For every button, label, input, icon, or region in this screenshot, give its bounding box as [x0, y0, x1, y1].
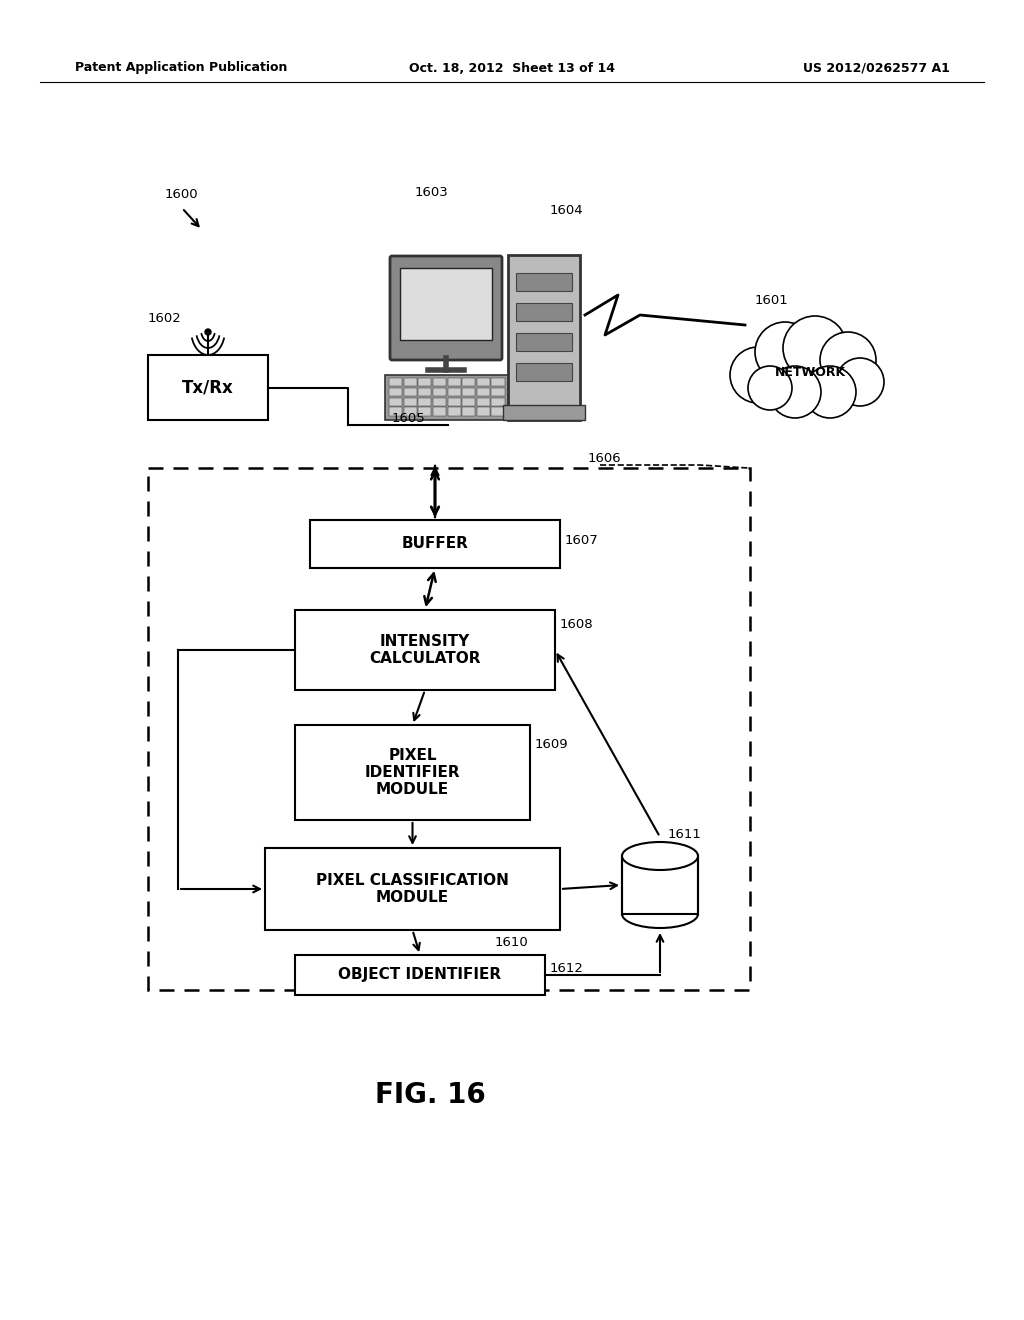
- Circle shape: [755, 322, 815, 381]
- Bar: [477, 397, 489, 405]
- Bar: [447, 408, 461, 416]
- Text: 1603: 1603: [415, 186, 449, 198]
- Bar: [516, 273, 572, 290]
- Bar: [295, 610, 555, 690]
- Text: 1611: 1611: [668, 829, 701, 842]
- Bar: [403, 388, 417, 396]
- Text: Oct. 18, 2012  Sheet 13 of 14: Oct. 18, 2012 Sheet 13 of 14: [409, 62, 615, 74]
- Text: 1612: 1612: [550, 961, 584, 974]
- Text: 1610: 1610: [495, 936, 528, 949]
- Circle shape: [836, 358, 884, 407]
- Circle shape: [820, 333, 876, 388]
- Bar: [403, 378, 417, 387]
- Text: 1607: 1607: [565, 533, 599, 546]
- Bar: [389, 397, 402, 405]
- FancyBboxPatch shape: [385, 375, 510, 420]
- Circle shape: [804, 366, 856, 418]
- Bar: [389, 408, 402, 416]
- Text: 1601: 1601: [755, 293, 788, 306]
- Bar: [477, 408, 489, 416]
- Bar: [418, 378, 431, 387]
- FancyBboxPatch shape: [390, 256, 502, 360]
- Text: 1606: 1606: [588, 451, 622, 465]
- Text: BUFFER: BUFFER: [401, 536, 468, 552]
- Bar: [295, 725, 530, 820]
- Text: PIXEL
IDENTIFIER
MODULE: PIXEL IDENTIFIER MODULE: [365, 747, 461, 797]
- Bar: [516, 363, 572, 381]
- Bar: [433, 378, 446, 387]
- Bar: [447, 388, 461, 396]
- Bar: [400, 268, 492, 341]
- Bar: [310, 520, 560, 568]
- Bar: [462, 388, 475, 396]
- Bar: [433, 397, 446, 405]
- Bar: [418, 388, 431, 396]
- Bar: [622, 855, 698, 913]
- Text: Patent Application Publication: Patent Application Publication: [75, 62, 288, 74]
- Bar: [447, 397, 461, 405]
- Bar: [433, 408, 446, 416]
- Bar: [418, 397, 431, 405]
- Bar: [503, 405, 585, 420]
- Bar: [462, 378, 475, 387]
- Circle shape: [783, 315, 847, 380]
- Circle shape: [748, 366, 792, 411]
- Bar: [265, 847, 560, 931]
- FancyBboxPatch shape: [508, 255, 580, 420]
- Text: PIXEL CLASSIFICATION
MODULE: PIXEL CLASSIFICATION MODULE: [316, 873, 509, 906]
- Bar: [492, 388, 505, 396]
- Text: OBJECT IDENTIFIER: OBJECT IDENTIFIER: [339, 968, 502, 982]
- Bar: [516, 333, 572, 351]
- Bar: [477, 388, 489, 396]
- Text: FIG. 16: FIG. 16: [375, 1081, 485, 1109]
- Text: 1602: 1602: [148, 312, 181, 325]
- Text: 1600: 1600: [165, 189, 199, 202]
- Bar: [492, 378, 505, 387]
- Bar: [477, 378, 489, 387]
- Bar: [433, 388, 446, 396]
- Bar: [389, 378, 402, 387]
- Text: INTENSITY
CALCULATOR: INTENSITY CALCULATOR: [370, 634, 480, 667]
- Bar: [148, 469, 750, 990]
- Bar: [295, 954, 545, 995]
- Bar: [492, 408, 505, 416]
- Text: US 2012/0262577 A1: US 2012/0262577 A1: [803, 62, 950, 74]
- Bar: [447, 378, 461, 387]
- Bar: [403, 408, 417, 416]
- Circle shape: [769, 366, 821, 418]
- Bar: [389, 388, 402, 396]
- Bar: [516, 304, 572, 321]
- Text: 1604: 1604: [550, 203, 584, 216]
- Text: Tx/Rx: Tx/Rx: [182, 379, 233, 396]
- Ellipse shape: [622, 842, 698, 870]
- Bar: [148, 355, 268, 420]
- Text: 1608: 1608: [560, 619, 594, 631]
- Bar: [462, 408, 475, 416]
- Circle shape: [205, 329, 211, 335]
- Circle shape: [730, 347, 786, 403]
- Bar: [418, 408, 431, 416]
- Bar: [403, 397, 417, 405]
- Text: NETWORK: NETWORK: [774, 366, 846, 379]
- Text: 1609: 1609: [535, 738, 568, 751]
- Text: 1605: 1605: [392, 412, 426, 425]
- Bar: [462, 397, 475, 405]
- Bar: [492, 397, 505, 405]
